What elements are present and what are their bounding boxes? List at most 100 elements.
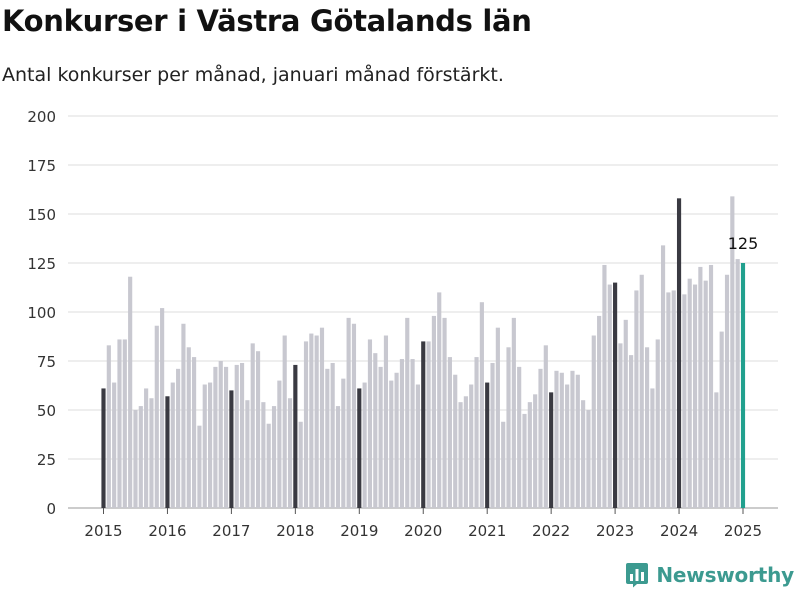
bar [602, 264, 607, 508]
bar [287, 398, 293, 508]
bar [623, 319, 628, 508]
bar [341, 378, 346, 508]
bar [719, 331, 724, 508]
bar [106, 345, 111, 508]
bar [266, 423, 271, 508]
x-tick-label: 2025 [724, 522, 762, 540]
bar [186, 347, 191, 508]
bar [644, 347, 650, 508]
bar [559, 372, 564, 508]
chart-title: Konkurser i Västra Götalands län [2, 4, 532, 38]
bar [138, 406, 143, 508]
y-tick-label: 150 [27, 206, 56, 224]
x-tick-label: 2023 [596, 522, 634, 540]
x-tick-label: 2017 [212, 522, 250, 540]
bar [282, 335, 287, 508]
bar [575, 374, 580, 508]
bar [708, 264, 714, 508]
bar [607, 284, 612, 508]
x-tick-label: 2021 [468, 522, 506, 540]
bar [687, 278, 692, 508]
bar [133, 410, 138, 508]
bar [463, 396, 468, 508]
bar [613, 282, 618, 508]
y-tick-label: 25 [37, 451, 56, 469]
bar [490, 362, 495, 508]
bar [740, 263, 746, 508]
bar [671, 290, 676, 508]
bar [479, 302, 484, 508]
y-tick-label: 50 [37, 402, 56, 420]
bar [117, 339, 122, 508]
x-tick-label: 2018 [276, 522, 314, 540]
x-tick-label: 2015 [84, 522, 122, 540]
bar [335, 406, 341, 508]
bar [469, 384, 474, 508]
bar [543, 345, 548, 508]
bar [597, 315, 602, 508]
bar [586, 410, 591, 508]
bar [399, 359, 405, 508]
bar [122, 339, 127, 508]
bar [527, 402, 532, 508]
bar [165, 396, 170, 508]
bar-chart-icon [626, 563, 649, 588]
bar [218, 361, 223, 508]
brand-name: Newsworthy [656, 563, 794, 587]
bar [362, 382, 367, 508]
bar [549, 392, 554, 508]
bar [192, 357, 197, 508]
bar [666, 292, 671, 508]
bar [245, 400, 250, 508]
bar [415, 384, 420, 508]
bar [629, 355, 634, 508]
bar [303, 341, 309, 508]
x-tick-label: 2024 [660, 522, 698, 540]
bar [554, 370, 559, 508]
bar [367, 339, 373, 508]
bar [698, 266, 703, 508]
bar [485, 382, 490, 508]
bar [634, 290, 639, 508]
y-tick-label: 75 [37, 353, 56, 371]
bar [511, 317, 516, 508]
bar [517, 366, 522, 508]
bar [208, 382, 213, 508]
bar [277, 380, 282, 508]
bar [293, 364, 298, 508]
bar [714, 392, 719, 508]
bar [309, 333, 314, 508]
latest-value-label: 125 [728, 234, 759, 253]
bar [346, 317, 351, 508]
bar [570, 370, 575, 508]
bar [319, 327, 325, 508]
bar [639, 274, 644, 508]
bar [160, 308, 165, 508]
bar [101, 388, 106, 508]
bar [223, 366, 229, 508]
bar [426, 341, 431, 508]
bar [655, 339, 660, 508]
bar [565, 384, 570, 508]
bar [581, 400, 586, 508]
bar [351, 323, 357, 508]
bar [676, 198, 682, 508]
bar [378, 366, 383, 508]
bar [170, 382, 175, 508]
bar [176, 368, 181, 508]
bar [501, 421, 506, 508]
x-tick-label: 2019 [340, 522, 378, 540]
bar [144, 388, 149, 508]
bar [202, 384, 207, 508]
x-tick-label: 2016 [148, 522, 186, 540]
y-tick-label: 200 [27, 108, 56, 126]
bar [533, 394, 538, 508]
bar [724, 274, 730, 508]
bar [389, 380, 394, 508]
bar [442, 317, 447, 508]
bar [357, 388, 362, 508]
bar [239, 362, 245, 508]
bar [522, 413, 527, 508]
bar [383, 335, 389, 508]
chart-subtitle: Antal konkurser per månad, januari månad… [2, 64, 504, 86]
